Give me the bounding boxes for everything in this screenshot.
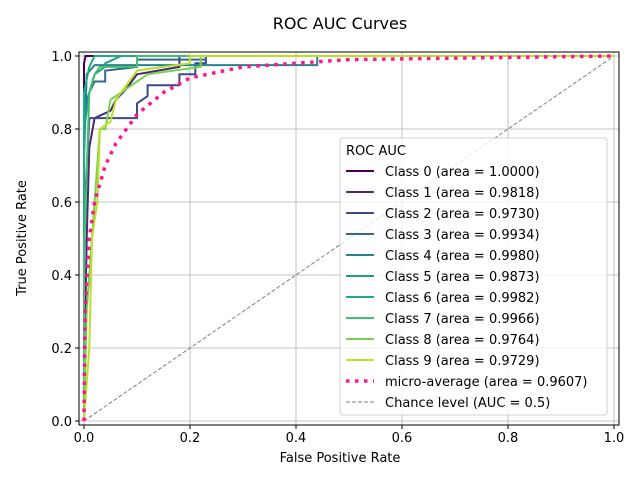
legend-entry-5: Class 5 (area = 0.9873) — [385, 270, 540, 285]
y-tick-label: 0.0 — [51, 415, 72, 430]
legend-entry-1: Class 1 (area = 0.9818) — [385, 186, 540, 201]
x-axis-label: False Positive Rate — [280, 451, 401, 466]
series-line-2 — [83, 55, 614, 421]
legend: ROC AUC Class 0 (area = 1.0000) Class 1 (… — [339, 137, 608, 416]
plot-frame — [78, 51, 620, 426]
series-line-7 — [83, 55, 614, 421]
x-tick-label: 0.6 — [392, 431, 413, 446]
series-line-10 — [82, 54, 615, 422]
x-tick-label: 1.0 — [604, 431, 625, 446]
x-tick-label: 0.8 — [498, 431, 519, 446]
x-tick-label: 0.4 — [286, 431, 307, 446]
legend-entry-0: Class 0 (area = 1.0000) — [385, 165, 540, 180]
legend-box — [339, 137, 608, 416]
series-line-9 — [83, 55, 614, 422]
x-tick-label: 0.2 — [180, 431, 201, 446]
legend-entry-3: Class 3 (area = 0.9934) — [385, 228, 540, 243]
y-tick-label: 0.8 — [51, 123, 72, 138]
ticks: 0.0 0.2 0.4 0.6 0.8 1.0 0.0 0.2 0.4 0.6 0.8 1.0 — [51, 50, 624, 446]
legend-title: ROC AUC — [346, 144, 406, 159]
legend-entry-8: Class 8 (area = 0.9764) — [385, 333, 540, 348]
legend-entry-6: Class 6 (area = 0.9982) — [385, 291, 540, 306]
chart-title: ROC AUC Curves — [273, 14, 407, 33]
legend-entry-9: Class 9 (area = 0.9729) — [385, 354, 540, 369]
legend-entry-11: Chance level (AUC = 0.5) — [385, 396, 550, 411]
legend-entry-2: Class 2 (area = 0.9730) — [385, 207, 540, 222]
y-axis-label: True Positive Rate — [15, 180, 30, 297]
x-tick-label: 0.0 — [74, 431, 95, 446]
y-tick-label: 0.4 — [51, 269, 72, 284]
legend-entry-10: micro-average (area = 0.9607) — [385, 375, 588, 390]
y-tick-label: 0.6 — [51, 196, 72, 211]
y-tick-label: 1.0 — [51, 50, 72, 65]
legend-entry-7: Class 7 (area = 0.9966) — [385, 312, 540, 327]
legend-entry-4: Class 4 (area = 0.9980) — [385, 249, 540, 264]
y-tick-label: 0.2 — [51, 342, 72, 357]
series-group — [82, 54, 615, 422]
